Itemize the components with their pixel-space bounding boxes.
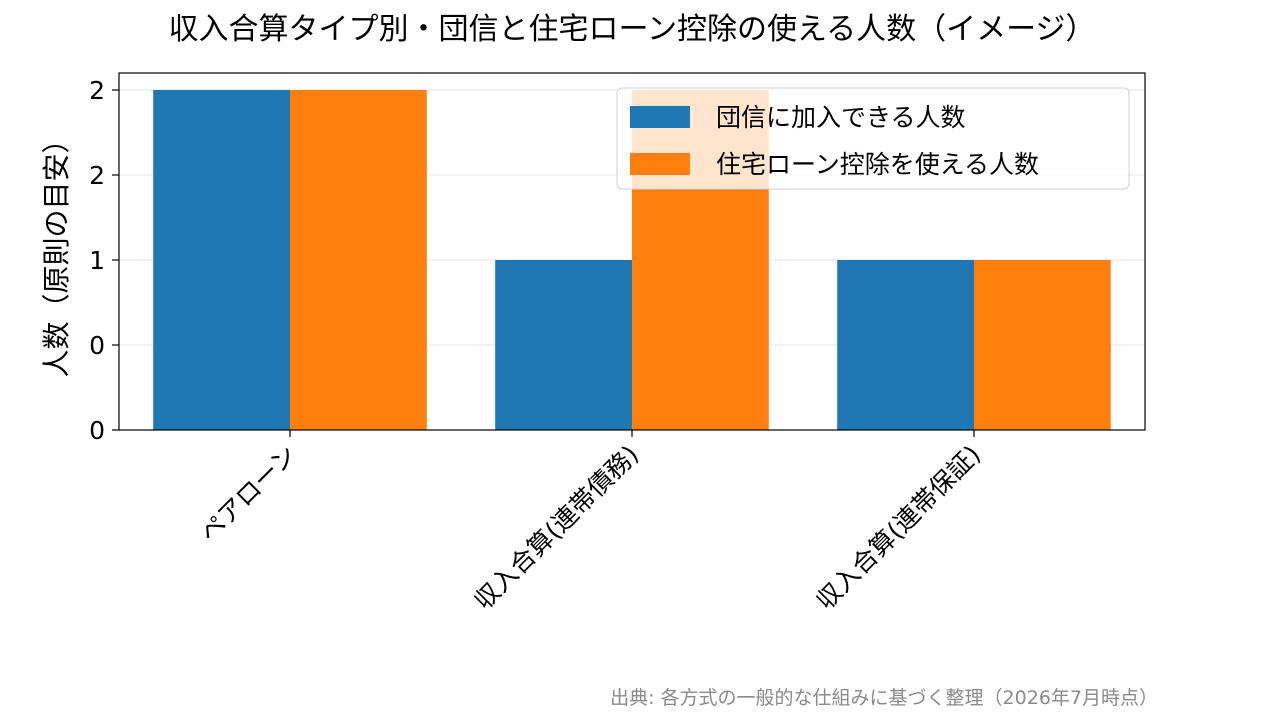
bar-tax-deduction: [290, 90, 427, 430]
y-tick-label: 2: [89, 161, 105, 190]
x-tick-label: 収入合算(連帯債務): [469, 440, 645, 616]
bar-tax-deduction: [974, 260, 1111, 430]
legend-label: 団信に加入できる人数: [716, 103, 966, 132]
source-note: 出典: 各方式の一般的な仕組みに基づく整理（2026年7月時点）: [610, 687, 1158, 709]
legend-swatch: [630, 153, 690, 175]
chart-title: 収入合算タイプ別・団信と住宅ローン控除の使える人数（イメージ）: [168, 12, 1096, 47]
bars: [153, 90, 1111, 430]
legend-swatch: [630, 106, 690, 128]
bar-group-life: [495, 260, 632, 430]
bar-group-life: [837, 260, 974, 430]
y-axis-label: 人数（原則の目安）: [40, 125, 73, 377]
y-tick-label: 1: [89, 246, 105, 275]
x-tick-label: 収入合算(連帯保証): [811, 440, 987, 616]
y-tick-label: 0: [89, 331, 105, 360]
y-tick-label: 2: [89, 76, 105, 105]
bar-group-life: [153, 90, 290, 430]
y-tick-label: 0: [89, 416, 105, 445]
legend-label: 住宅ローン控除を使える人数: [716, 150, 1039, 179]
x-tick-label: ペアローン: [194, 440, 302, 548]
legend-box: [616, 87, 1130, 190]
